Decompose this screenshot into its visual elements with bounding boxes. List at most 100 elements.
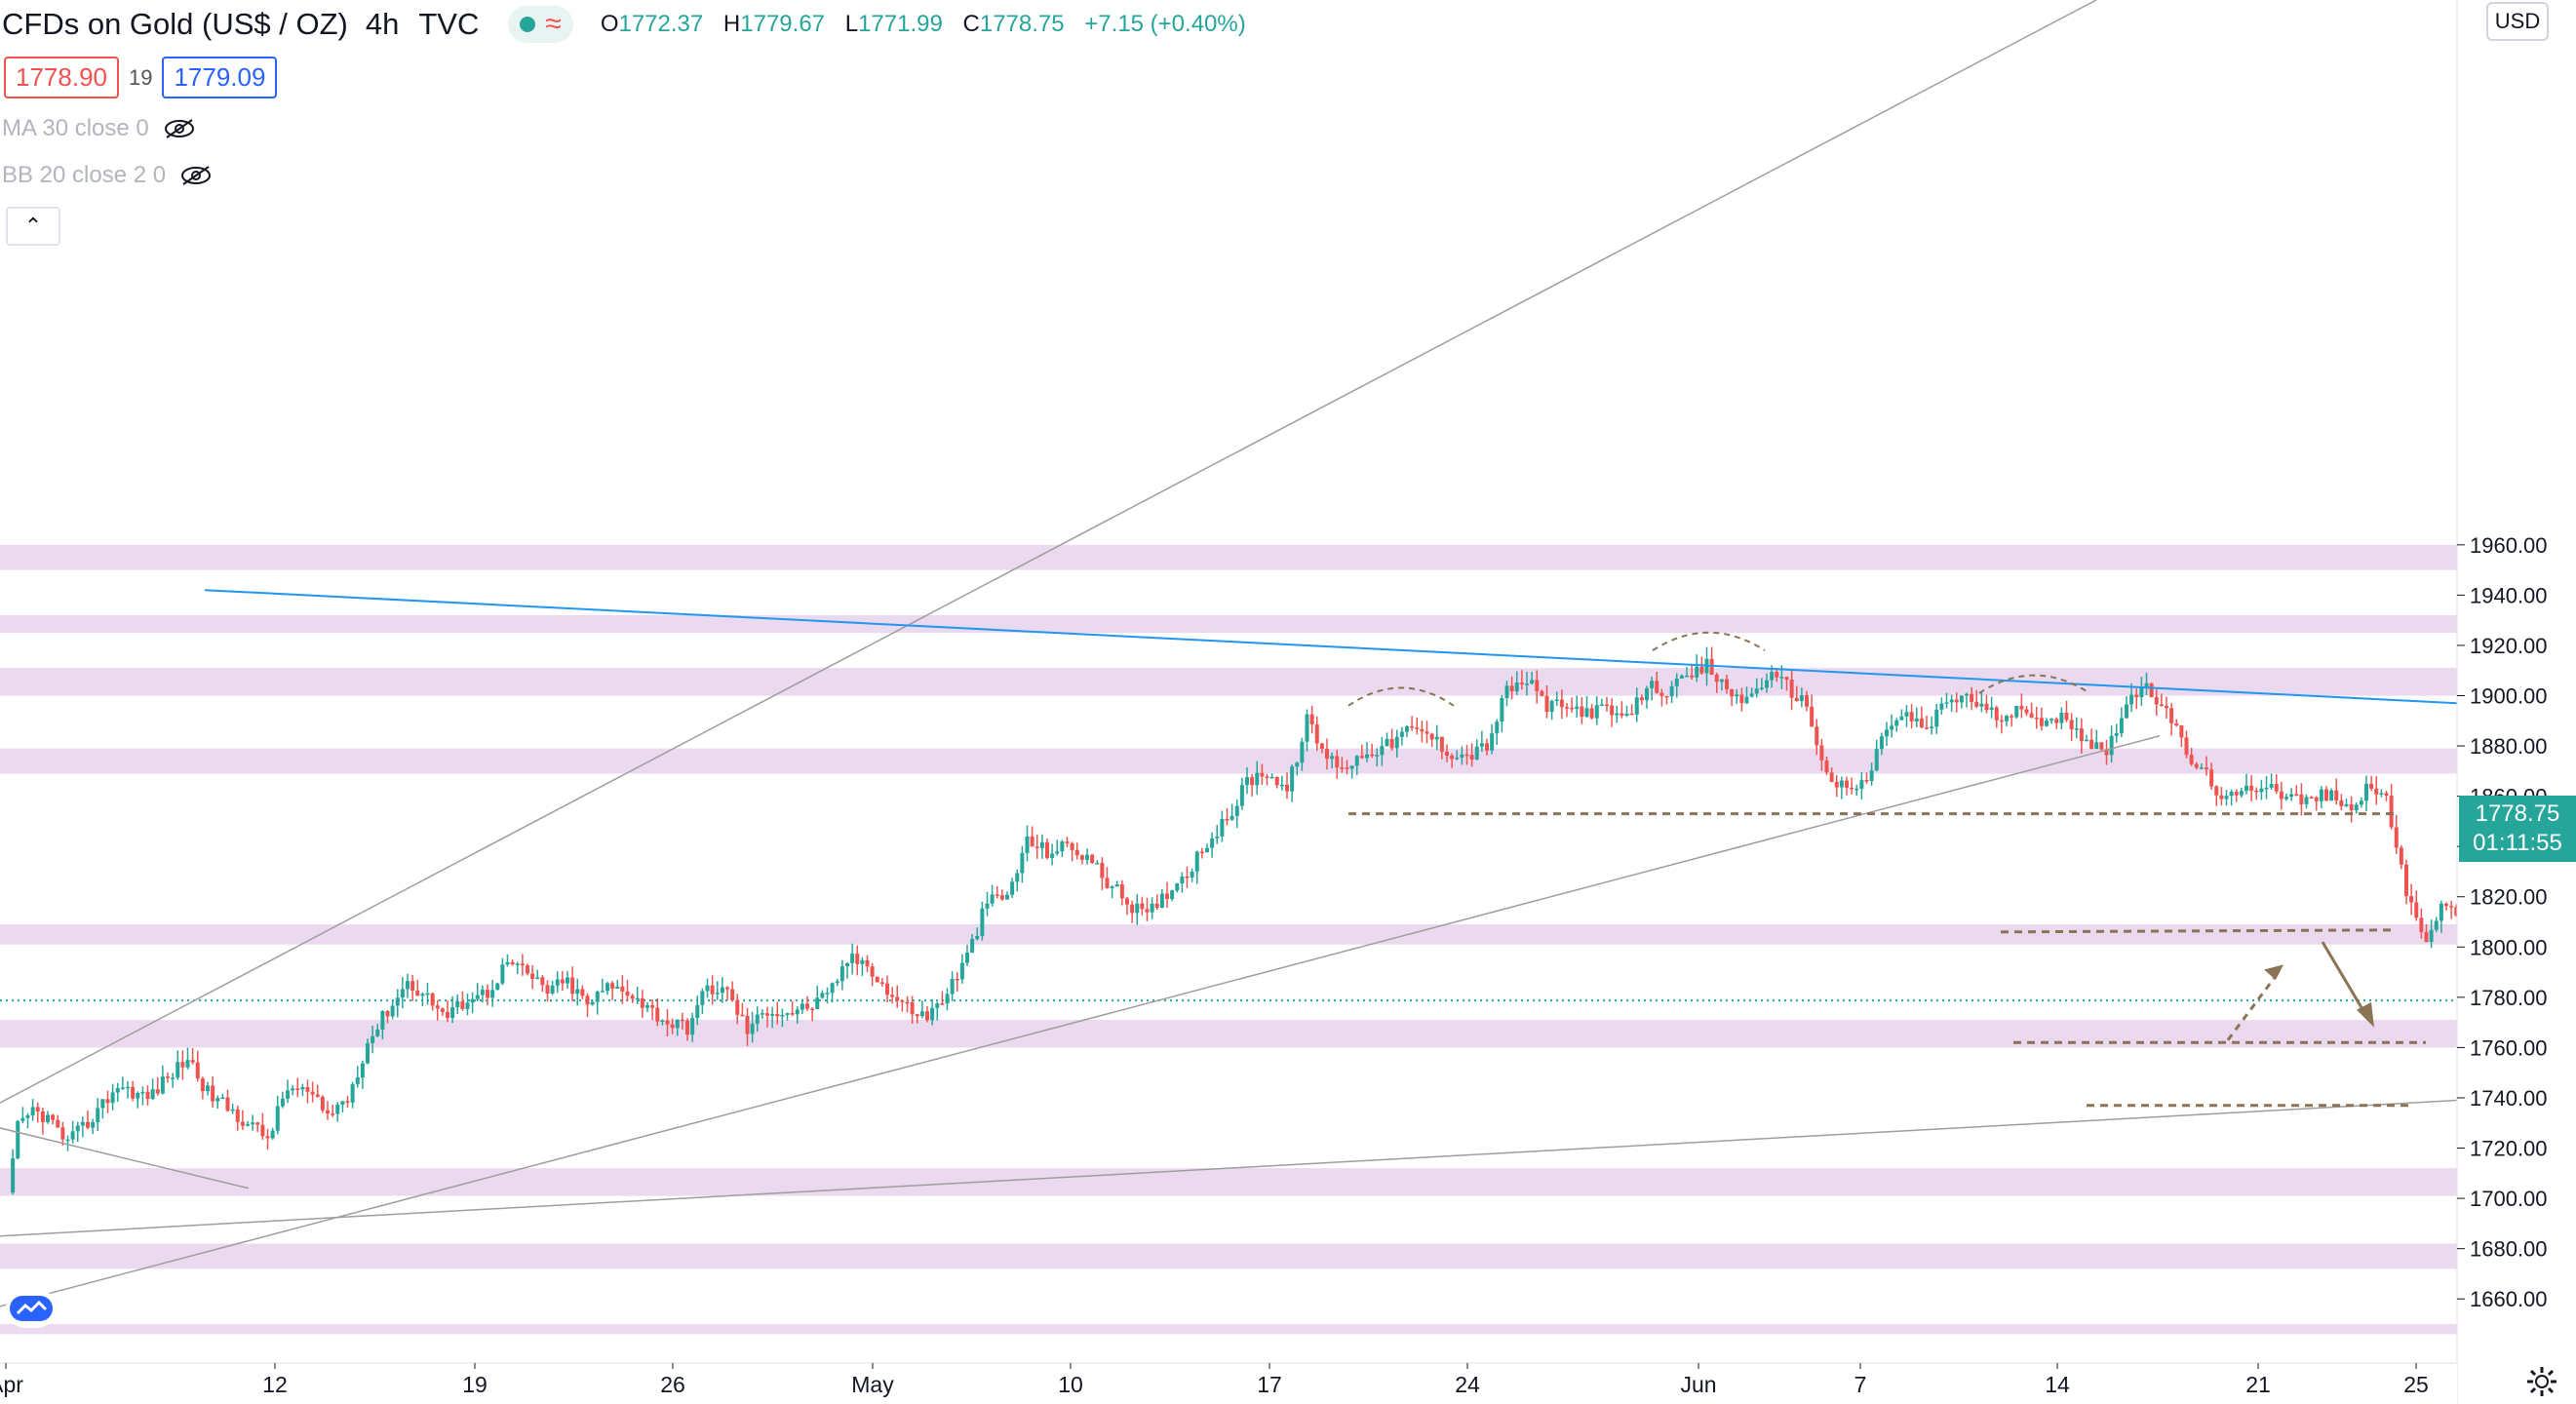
candle-body bbox=[11, 1158, 16, 1193]
candle-body bbox=[590, 1001, 595, 1005]
tradingview-logo-icon bbox=[10, 1296, 53, 1321]
price-tick-label: 1940.00 bbox=[2470, 583, 2548, 607]
candle-body bbox=[1220, 819, 1225, 837]
candle-body bbox=[1655, 681, 1659, 693]
eye-off-icon[interactable] bbox=[163, 118, 196, 139]
candle-body bbox=[1229, 815, 1234, 820]
candle-body bbox=[905, 1001, 910, 1004]
candle-body bbox=[1589, 708, 1594, 719]
candle-body bbox=[240, 1121, 245, 1126]
eye-off-icon[interactable] bbox=[179, 165, 213, 186]
candle-body bbox=[919, 1011, 924, 1017]
candle-body bbox=[770, 1014, 775, 1016]
market-status-pill[interactable]: ≈ bbox=[508, 6, 573, 43]
candle-body bbox=[570, 977, 575, 994]
candle-body bbox=[890, 994, 895, 997]
time-tick-label: 14 bbox=[2045, 1372, 2070, 1397]
candle-body bbox=[1110, 886, 1114, 888]
candle-body bbox=[345, 1101, 350, 1103]
candle-body bbox=[785, 1013, 790, 1015]
time-tick-label: Jun bbox=[1680, 1372, 1716, 1397]
candle-body bbox=[310, 1091, 315, 1095]
currency-button[interactable]: USD bbox=[2486, 2, 2549, 41]
descending-trendline bbox=[204, 589, 2458, 705]
candle-body bbox=[1879, 736, 1884, 750]
candle-body bbox=[435, 1005, 440, 1009]
candle-body bbox=[1295, 762, 1300, 767]
candle-body bbox=[1050, 853, 1055, 858]
symbol-legend: CFDs on Gold (US$ / OZ) 4h TVC ≈ O1772.3… bbox=[0, 0, 1260, 49]
candle-body bbox=[1620, 713, 1624, 716]
candle-body bbox=[1679, 675, 1684, 679]
settings-gear-icon[interactable] bbox=[2525, 1365, 2558, 1398]
indicator-ma[interactable]: MA 30 close 0 bbox=[2, 115, 196, 142]
sr-zone bbox=[0, 544, 2457, 570]
candle-body bbox=[350, 1083, 355, 1103]
candle-body bbox=[2039, 718, 2044, 726]
candle-body bbox=[2189, 755, 2194, 764]
wave-icon: ≈ bbox=[545, 8, 562, 40]
channel-lower-line bbox=[0, 735, 2161, 1307]
candle-body bbox=[680, 1019, 684, 1022]
candle-body bbox=[2424, 931, 2429, 943]
candle-body bbox=[805, 1003, 809, 1009]
candle-body bbox=[955, 978, 959, 981]
candle-body bbox=[1509, 685, 1514, 692]
candle-body bbox=[305, 1087, 310, 1092]
candle-body bbox=[835, 981, 839, 984]
candle-body bbox=[1645, 687, 1649, 701]
candle-body bbox=[25, 1114, 30, 1118]
candle-body bbox=[1839, 780, 1844, 788]
candle-body bbox=[2259, 788, 2264, 793]
candle-body bbox=[839, 966, 844, 982]
collapse-legend-button[interactable]: ⌃ bbox=[6, 207, 60, 246]
candle-body bbox=[375, 1029, 380, 1036]
sr-zone bbox=[0, 1168, 2457, 1196]
candle-body bbox=[280, 1098, 285, 1107]
candle-body bbox=[505, 961, 510, 965]
candle-body bbox=[1474, 746, 1479, 760]
candle-body bbox=[2314, 797, 2319, 801]
candle-body bbox=[1425, 731, 1429, 734]
candle-body bbox=[40, 1111, 45, 1122]
candle-body bbox=[176, 1062, 180, 1078]
candle-body bbox=[60, 1127, 65, 1140]
symbol-name[interactable]: CFDs on Gold (US$ / OZ) bbox=[2, 7, 348, 41]
change-value: +7.15 (+0.40%) bbox=[1084, 11, 1246, 37]
candle-body bbox=[2269, 784, 2274, 788]
candle-body bbox=[1074, 849, 1079, 856]
candle-body bbox=[2454, 907, 2459, 916]
candle-body bbox=[895, 996, 900, 1001]
sell-button[interactable]: 1778.90 bbox=[4, 57, 119, 98]
candle-body bbox=[1070, 842, 1074, 850]
candle-body bbox=[675, 1019, 680, 1029]
candle-body bbox=[420, 994, 425, 996]
candle-body bbox=[875, 976, 879, 983]
candle-body bbox=[1994, 707, 1999, 721]
candle-body bbox=[1450, 755, 1455, 760]
candle-body bbox=[2369, 783, 2374, 789]
candle-body bbox=[1354, 756, 1359, 766]
tradingview-logo[interactable] bbox=[6, 1289, 57, 1328]
candle-body bbox=[1725, 679, 1729, 689]
timeframe-label[interactable]: 4h bbox=[365, 7, 400, 41]
indicator-bb[interactable]: BB 20 close 2 0 bbox=[2, 162, 213, 189]
candle-body bbox=[1659, 692, 1664, 696]
candle-body bbox=[2205, 767, 2208, 770]
candle-body bbox=[535, 977, 540, 979]
candle-body bbox=[2379, 793, 2384, 795]
channel-upper-line bbox=[0, 0, 2097, 1104]
buy-button[interactable]: 1779.09 bbox=[162, 57, 278, 98]
candle-body bbox=[1265, 776, 1269, 778]
candle-body bbox=[1105, 878, 1110, 888]
candle-body bbox=[959, 962, 964, 980]
candle-body bbox=[1634, 697, 1639, 715]
candle-body bbox=[2174, 722, 2179, 726]
sr-zone bbox=[0, 1243, 2457, 1269]
candle-body bbox=[1664, 695, 1669, 698]
indicator-ma-label: MA 30 close 0 bbox=[2, 115, 149, 141]
candle-body bbox=[145, 1091, 150, 1100]
sr-zone bbox=[0, 668, 2457, 696]
candle-body bbox=[935, 1003, 940, 1008]
